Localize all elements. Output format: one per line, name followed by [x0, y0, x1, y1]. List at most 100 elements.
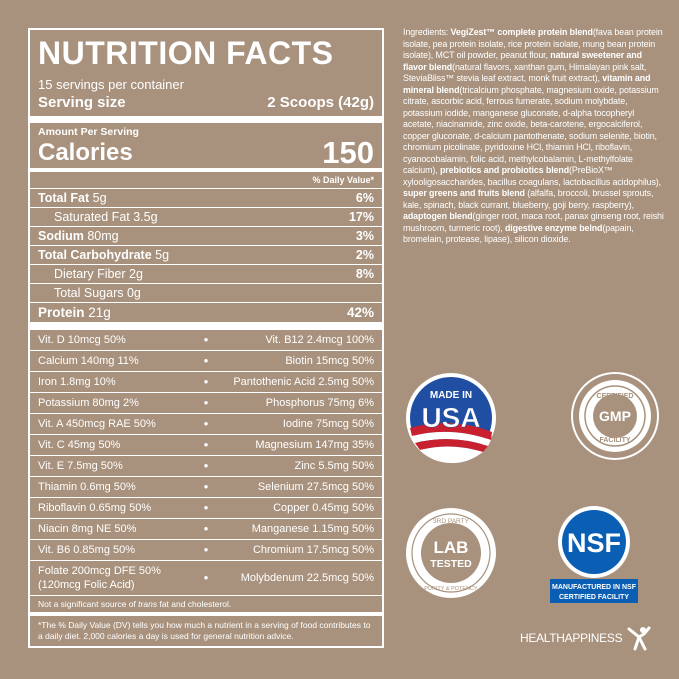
calories-value: 150	[322, 135, 374, 170]
gmp-badge-main-text: GMP	[599, 408, 631, 424]
vitamin-left: Vit. C 45mg 50%	[38, 439, 121, 451]
ingredient-text: (ginger root, maca root, panax ginseng r…	[403, 211, 664, 233]
thick-divider	[30, 322, 382, 329]
ingredient-text: (fava bean protein isolate, pea protein …	[403, 27, 663, 60]
nutrient-name: Dietary Fiber	[54, 267, 126, 281]
vitamin-row: Vit. D 10mcg 50% ● Vit. B12 2.4mcg 100%	[30, 329, 382, 350]
vitamin-left: Riboflavin 0.65mg 50%	[38, 502, 152, 514]
nutrient-amount: 3.5g	[133, 210, 158, 224]
nutrient-amount: 80mg	[87, 229, 119, 243]
vitamin-row: Vit. C 45mg 50% ● Magnesium 147mg 35%	[30, 434, 382, 455]
amount-per-serving: Amount Per Serving	[38, 126, 139, 138]
medium-divider	[30, 612, 382, 616]
nutrient-dv: 42%	[346, 305, 374, 320]
lab-badge-main-text-2: TESTED	[430, 558, 472, 570]
separator-dot: ●	[203, 461, 209, 470]
ingredient-blend-name: VegiZest™ complete protein blend	[450, 27, 593, 37]
nutrient-dv: 6%	[355, 191, 374, 205]
vitamin-right: Biotin 15mcg 50%	[285, 355, 374, 367]
nsf-badge: NSF MANUFACTURED IN NSF CERTIFIED FACILI…	[550, 506, 638, 603]
folate-line-1: Folate 200mcg DFE 50%	[38, 565, 161, 577]
vitamin-row: Vit. A 450mcg RAE 50% ● Iodine 75mcg 50%	[30, 413, 382, 434]
vitamin-right: Iodine 75mcg 50%	[282, 418, 374, 430]
nutrient-name: Total Fat	[38, 191, 90, 205]
nutrient-dv: 2%	[355, 248, 374, 262]
vitamin-right: Vit. B12 2.4mcg 100%	[265, 334, 374, 346]
vitamin-left: Iron 1.8mg 10%	[38, 376, 116, 388]
lab-badge-top-text: 3RD PARTY	[433, 518, 470, 525]
ingredient-text: (natural flavors, xanthan gum, Himalayan…	[403, 61, 647, 84]
separator-dot: ●	[203, 573, 209, 582]
ingredient-text: Ingredients:	[403, 27, 451, 37]
vitamin-row: Niacin 8mg NE 50% ● Manganese 1.15mg 50%	[30, 518, 382, 539]
vitamin-left: Potassium 80mg 2%	[38, 397, 139, 409]
nutrient-name: Total Sugars	[54, 286, 124, 300]
separator-dot: ●	[203, 335, 209, 344]
certified-gmp-badge: CERTIFIED GMP FACILITY	[571, 372, 659, 460]
nsf-badge-main-text: NSF	[567, 528, 621, 558]
ingredient-blend-name: prebiotics and probiotics blend	[439, 165, 570, 175]
nutrient-row-total-fat: Total Fat 5g 6%	[30, 188, 382, 207]
vitamin-mineral-list: Vit. D 10mcg 50% ● Vit. B12 2.4mcg 100% Cal…	[30, 329, 382, 560]
nutrient-name: Saturated Fat	[54, 210, 130, 224]
ingredient-text: (alfalfa, broccoli, brussel sprouts, kal…	[403, 188, 654, 210]
separator-dot: ●	[203, 377, 209, 386]
ingredient-text: (PreBioX™ xylooligosaccharides, bacillus…	[403, 165, 662, 187]
nutrient-name: Total Carbohydrate	[38, 248, 152, 262]
ingredient-text: (tricalcium phosphate, magnesium oxide, …	[403, 84, 659, 176]
vitamin-row: Iron 1.8mg 10% ● Pantothenic Acid 2.5mg 50…	[30, 371, 382, 392]
separator-dot: ●	[203, 440, 209, 449]
gmp-badge-bottom-text: FACILITY	[599, 437, 630, 444]
gmp-badge-top-text: CERTIFIED	[597, 393, 634, 400]
nsf-caption-1: MANUFACTURED IN NSF	[552, 584, 637, 591]
nutrient-row-total-sugars: Total Sugars 0g	[30, 283, 382, 302]
vitamin-row: Thiamin 0.6mg 50% ● Selenium 27.5mcg 50%	[30, 476, 382, 497]
nutrition-facts-title: NUTRITION FACTS	[38, 35, 334, 71]
person-figure-icon	[627, 626, 651, 651]
lab-badge-main-text-1: LAB	[434, 538, 469, 557]
ingredient-blend-name: natural sweetener and flavor blend	[403, 50, 642, 72]
nutrient-name: Protein	[38, 305, 85, 320]
vitamin-left: Calcium 140mg 11%	[38, 355, 139, 367]
vitamin-right: Phosphorus 75mg 6%	[265, 397, 374, 409]
lab-tested-badge: 3RD PARTY LAB TESTED PURITY & POTENCY	[406, 508, 496, 598]
serving-size-label: Serving size	[38, 94, 126, 111]
vitamin-right: Copper 0.45mg 50%	[273, 502, 374, 514]
nutrient-row-dietary-fiber: Dietary Fiber 2g 8%	[30, 264, 382, 283]
vitamin-row: Vit. B6 0.85mg 50% ● Chromium 17.5mcg 50%	[30, 539, 382, 560]
nutrient-amount: 2g	[129, 267, 143, 281]
separator-dot: ●	[203, 398, 209, 407]
nutrient-dv: 8%	[355, 267, 374, 281]
nutrient-row-saturated-fat: Saturated Fat 3.5g 17%	[30, 207, 382, 226]
medium-divider	[30, 168, 382, 172]
vitamin-right: Pantothenic Acid 2.5mg 50%	[233, 376, 374, 388]
lab-badge-bottom-text: PURITY & POTENCY	[424, 586, 478, 592]
vitamin-row: Calcium 140mg 11% ● Biotin 15mcg 50%	[30, 350, 382, 371]
daily-value-header: % Daily Value*	[312, 175, 374, 185]
serving-size-row: Serving size 2 Scoops (42g)	[38, 94, 374, 114]
nutrient-row-protein: Protein 21g 42%	[30, 302, 382, 322]
vitamin-left: Vit. E 7.5mg 50%	[38, 460, 123, 472]
nutrient-dv: 3%	[355, 229, 374, 243]
thick-divider	[30, 116, 382, 123]
servings-per-container: 15 servings per container	[38, 77, 184, 92]
ingredient-blend-name: adaptogen blend	[403, 211, 473, 221]
vitamin-right: Selenium 27.5mcg 50%	[257, 481, 374, 493]
vitamin-left: Folate 200mcg DFE 50% (120mcg Folic Acid…	[38, 564, 198, 592]
vitamin-left: Vit. A 450mcg RAE 50%	[38, 418, 156, 430]
usa-badge-main-text: USA	[421, 402, 480, 433]
separator-dot: ●	[203, 356, 209, 365]
separator-dot: ●	[203, 524, 209, 533]
made-in-usa-badge: MADE IN USA	[406, 373, 496, 464]
separator-dot: ●	[203, 419, 209, 428]
nutrition-facts-panel: NUTRITION FACTS 15 servings per containe…	[28, 28, 384, 648]
vitamin-left: Niacin 8mg NE 50%	[38, 523, 137, 535]
vitamin-row-folate: Folate 200mcg DFE 50% (120mcg Folic Acid…	[30, 560, 382, 595]
brand-name: HEALTHAPPINESS	[520, 631, 623, 645]
vitamin-right: Manganese 1.15mg 50%	[251, 523, 374, 535]
nutrient-row-total-carbohydrate: Total Carbohydrate 5g 2%	[30, 245, 382, 264]
usa-badge-top-text: MADE IN	[430, 390, 472, 401]
nutrient-dv: 17%	[348, 210, 374, 224]
brand-logo: HEALTHAPPINESS	[520, 625, 652, 651]
calories-label: Calories	[38, 139, 133, 166]
